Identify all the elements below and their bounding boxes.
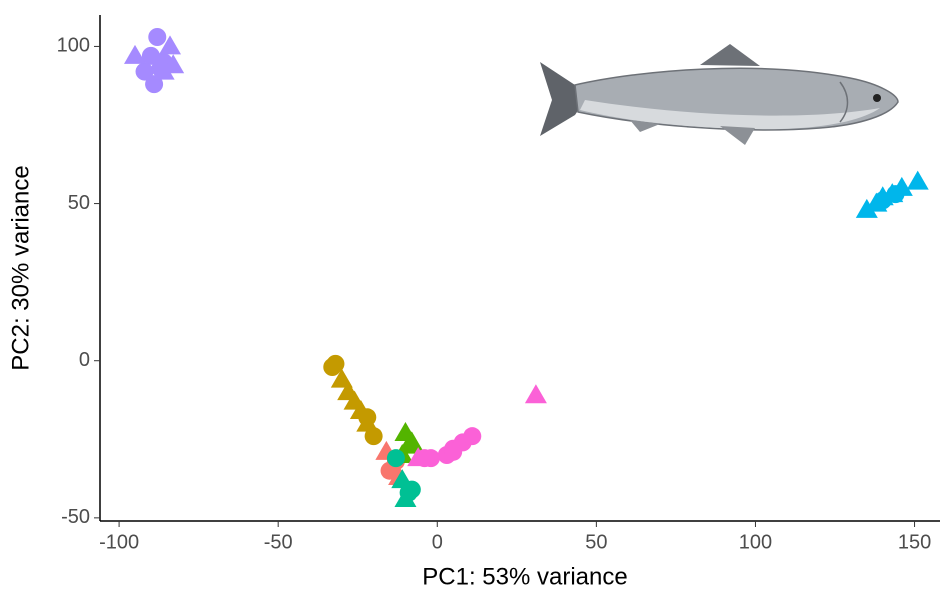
fish-eye — [873, 94, 881, 102]
x-tick-label: -100 — [99, 531, 139, 553]
x-tick-label: 50 — [585, 531, 607, 553]
point — [525, 384, 547, 403]
x-tick-label: 100 — [739, 531, 772, 553]
point — [387, 449, 405, 467]
point — [886, 185, 904, 203]
y-axis-title: PC2: 30% variance — [7, 165, 34, 370]
y-tick-label: 50 — [68, 192, 90, 214]
point — [907, 171, 929, 190]
y-tick-label: 100 — [57, 35, 90, 57]
fish-fin — [720, 126, 755, 145]
chart: PC1: 53% variance PC2: 30% variance -50 0… — [0, 0, 946, 590]
x-axis-title: PC1: 53% variance — [422, 563, 627, 590]
x-tick-label: 150 — [898, 531, 931, 553]
fish-illustration — [540, 44, 898, 145]
x-tick-label: -50 — [264, 531, 293, 553]
y-tick-label: 0 — [79, 349, 90, 371]
point — [148, 28, 166, 46]
point — [463, 427, 481, 445]
x-tick-label: 0 — [432, 531, 443, 553]
point — [444, 443, 462, 461]
fish-fin — [700, 44, 760, 66]
y-tick-label: -50 — [61, 506, 90, 528]
